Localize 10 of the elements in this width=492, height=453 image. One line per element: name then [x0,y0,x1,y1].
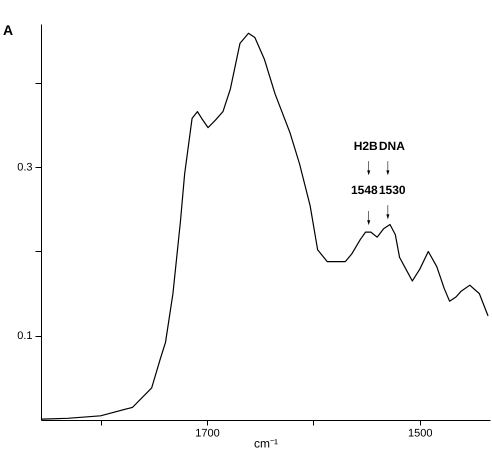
chart-title: A [3,22,14,38]
x-axis-title: cm⁻¹ [254,436,278,450]
annotation: H2B [354,139,378,154]
annotation: 1548 [351,183,378,198]
x-tick-label: 1500 [408,428,433,440]
annotation: DNA [378,139,406,154]
y-tick-label: 0.3 [17,162,32,174]
x-tick-label: 1700 [195,428,220,440]
y-tick-label: 0.1 [17,330,32,342]
annotation: 1530 [378,183,406,198]
